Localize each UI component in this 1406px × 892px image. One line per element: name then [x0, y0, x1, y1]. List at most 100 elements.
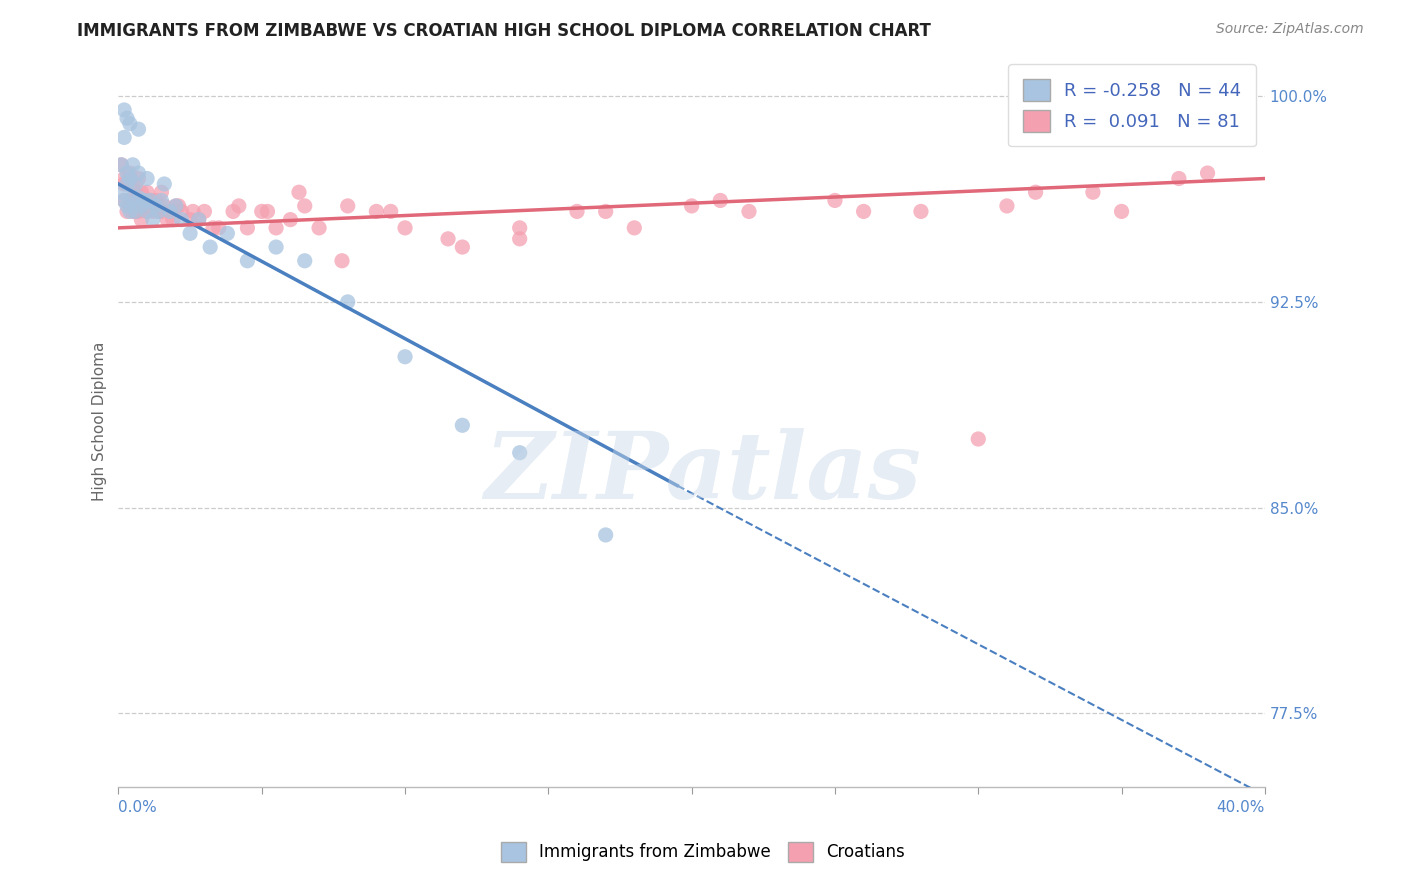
Point: [112, 177, 135, 191]
Point: [128, 166, 150, 180]
Text: ZIPatlas: ZIPatlas: [485, 428, 921, 517]
Point: [148, 199, 170, 213]
Point: [308, 220, 330, 235]
Point: [121, 204, 143, 219]
Point: [595, 204, 617, 219]
Point: [179, 212, 201, 227]
Point: [128, 171, 150, 186]
Point: [179, 227, 201, 241]
Point: [181, 204, 204, 219]
Point: [153, 177, 176, 191]
Point: [170, 204, 193, 219]
Legend: R = -0.258   N = 44, R =  0.091   N = 81: R = -0.258 N = 44, R = 0.091 N = 81: [1008, 64, 1256, 146]
Point: [509, 446, 531, 460]
Point: [852, 204, 875, 219]
Point: [128, 199, 150, 213]
Point: [110, 158, 132, 172]
Point: [967, 432, 990, 446]
Point: [217, 227, 239, 241]
Point: [294, 253, 316, 268]
Point: [112, 171, 135, 186]
Point: [167, 199, 190, 213]
Point: [118, 171, 141, 186]
Point: [437, 232, 460, 246]
Point: [115, 177, 138, 191]
Point: [394, 350, 416, 364]
Point: [208, 220, 231, 235]
Text: IMMIGRANTS FROM ZIMBABWE VS CROATIAN HIGH SCHOOL DIPLOMA CORRELATION CHART: IMMIGRANTS FROM ZIMBABWE VS CROATIAN HIG…: [77, 22, 931, 40]
Point: [139, 194, 162, 208]
Point: [110, 186, 132, 200]
Point: [115, 166, 138, 180]
Point: [131, 212, 153, 227]
Point: [150, 204, 173, 219]
Point: [294, 199, 316, 213]
Point: [509, 232, 531, 246]
Point: [124, 204, 146, 219]
Point: [509, 220, 531, 235]
Legend: Immigrants from Zimbabwe, Croatians: Immigrants from Zimbabwe, Croatians: [492, 833, 914, 871]
Point: [1197, 166, 1219, 180]
Point: [150, 186, 173, 200]
Point: [330, 253, 353, 268]
Point: [131, 186, 153, 200]
Y-axis label: High School Diploma: High School Diploma: [93, 342, 107, 500]
Point: [236, 220, 259, 235]
Point: [124, 204, 146, 219]
Point: [121, 194, 143, 208]
Point: [134, 199, 156, 213]
Point: [595, 528, 617, 542]
Point: [264, 240, 287, 254]
Point: [118, 166, 141, 180]
Point: [112, 194, 135, 208]
Point: [128, 191, 150, 205]
Point: [1081, 186, 1104, 200]
Point: [824, 194, 846, 208]
Point: [150, 194, 173, 208]
Point: [121, 158, 143, 172]
Point: [124, 186, 146, 200]
Point: [198, 240, 221, 254]
Point: [115, 199, 138, 213]
Text: Source: ZipAtlas.com: Source: ZipAtlas.com: [1216, 22, 1364, 37]
Point: [709, 194, 731, 208]
Point: [193, 204, 215, 219]
Point: [148, 204, 170, 219]
Point: [134, 199, 156, 213]
Point: [115, 204, 138, 219]
Point: [118, 199, 141, 213]
Point: [565, 204, 588, 219]
Point: [110, 158, 132, 172]
Point: [264, 220, 287, 235]
Point: [121, 191, 143, 205]
Point: [1197, 95, 1219, 109]
Point: [136, 186, 159, 200]
Point: [222, 204, 245, 219]
Text: 40.0%: 40.0%: [1216, 800, 1265, 815]
Point: [170, 212, 193, 227]
Point: [288, 186, 311, 200]
Point: [115, 112, 138, 126]
Point: [162, 212, 184, 227]
Point: [451, 240, 474, 254]
Point: [118, 204, 141, 219]
Point: [366, 204, 388, 219]
Point: [128, 204, 150, 219]
Point: [136, 204, 159, 219]
Point: [112, 130, 135, 145]
Point: [165, 199, 187, 213]
Point: [165, 199, 187, 213]
Point: [112, 194, 135, 208]
Point: [139, 194, 162, 208]
Point: [187, 212, 209, 227]
Point: [145, 199, 167, 213]
Point: [995, 199, 1018, 213]
Point: [142, 212, 165, 227]
Point: [236, 253, 259, 268]
Point: [112, 103, 135, 117]
Point: [118, 117, 141, 131]
Point: [148, 204, 170, 219]
Point: [681, 199, 703, 213]
Point: [228, 199, 250, 213]
Point: [910, 204, 932, 219]
